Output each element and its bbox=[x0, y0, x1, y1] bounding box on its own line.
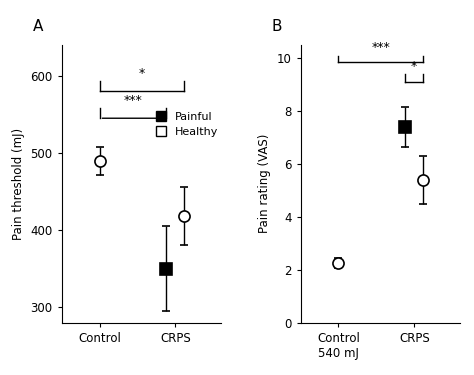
Text: ***: *** bbox=[372, 41, 390, 54]
Y-axis label: Pain threshold (mJ): Pain threshold (mJ) bbox=[12, 128, 25, 240]
Y-axis label: Pain rating (VAS): Pain rating (VAS) bbox=[258, 134, 271, 233]
Text: *: * bbox=[411, 60, 418, 73]
Text: B: B bbox=[272, 19, 283, 34]
Text: A: A bbox=[33, 19, 43, 34]
Text: ***: *** bbox=[124, 94, 142, 106]
Legend: Painful, Healthy: Painful, Healthy bbox=[150, 112, 219, 137]
Text: *: * bbox=[139, 67, 145, 80]
